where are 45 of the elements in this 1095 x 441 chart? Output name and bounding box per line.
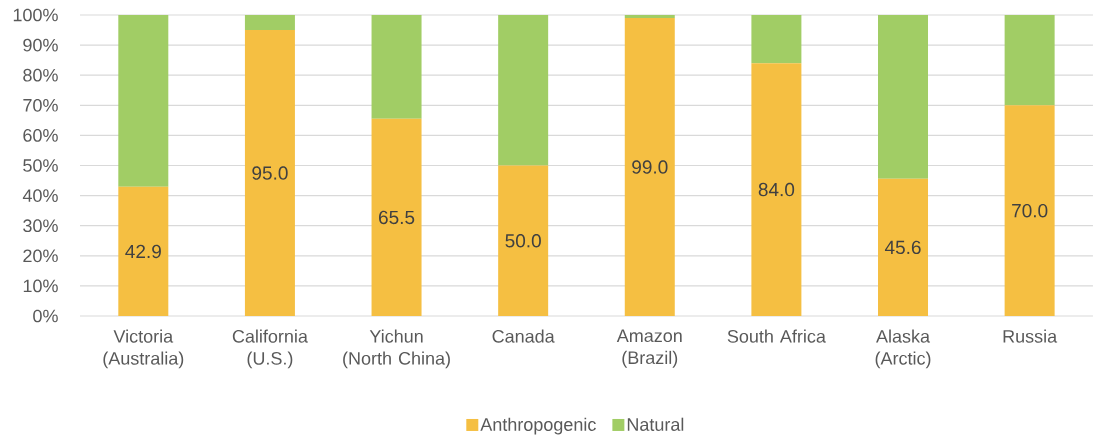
x-tick-label: Victoria (Australia) xyxy=(103,329,184,369)
bar xyxy=(1004,105,1055,316)
y-tick-label: 50% xyxy=(23,159,58,172)
data-label: 70.0 xyxy=(1012,203,1048,218)
x-tick-label: California (U.S.) xyxy=(232,329,308,369)
data-label: 45.6 xyxy=(884,240,921,255)
y-tick-label: 0% xyxy=(33,309,58,323)
bar xyxy=(118,186,169,316)
bar xyxy=(244,30,295,316)
bar xyxy=(751,63,802,316)
y-tick-label: 10% xyxy=(23,279,58,293)
bar xyxy=(371,15,422,119)
bar xyxy=(498,165,549,316)
bar xyxy=(878,15,929,179)
bar xyxy=(118,15,169,187)
bar xyxy=(498,15,549,166)
data-label: 42.9 xyxy=(125,244,161,259)
x-tick-label: Amazon (Brazil) xyxy=(616,329,682,368)
legend-label: Natural xyxy=(627,417,684,431)
bar xyxy=(1004,15,1055,106)
y-tick-label: 70% xyxy=(23,98,58,112)
bar xyxy=(624,18,675,316)
y-tick-label: 100% xyxy=(13,8,58,22)
y-tick-label: 60% xyxy=(23,129,58,142)
y-tick-label: 20% xyxy=(23,249,58,263)
bar xyxy=(878,178,929,316)
y-tick-label: 40% xyxy=(22,189,58,202)
bar xyxy=(371,118,422,316)
x-tick-label: Canada xyxy=(492,329,555,343)
data-label: 84.0 xyxy=(758,182,795,197)
x-tick-label: Russia xyxy=(1003,329,1058,343)
legend-label: Anthropogenic xyxy=(480,417,596,435)
x-tick-label: Yichun (North China) xyxy=(343,329,450,369)
bar xyxy=(624,15,675,19)
y-tick-label: 90% xyxy=(23,38,58,52)
y-tick-label: 30% xyxy=(23,219,58,233)
data-label: 99.0 xyxy=(632,160,668,174)
x-tick-label: South Africa xyxy=(727,329,826,343)
bar xyxy=(751,15,802,64)
data-label: 65.5 xyxy=(379,210,415,225)
y-tick-label: 80% xyxy=(23,68,58,82)
data-label: 95.0 xyxy=(252,166,288,180)
bar xyxy=(244,15,295,31)
data-label: 50.0 xyxy=(505,234,541,248)
x-tick-label: Alaska (Arctic) xyxy=(875,329,931,369)
